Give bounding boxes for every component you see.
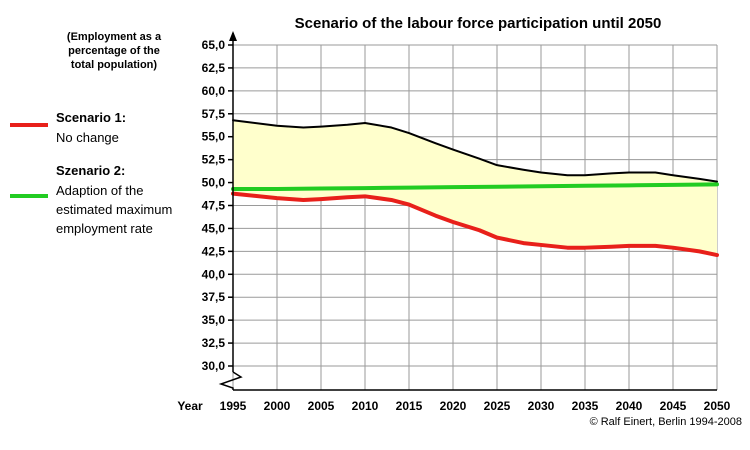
unit-note-line: total population) [70,59,158,71]
legend-label: Scenario 1: [56,110,127,125]
x-tick-label: 2030 [528,399,555,413]
y-tick-label: 35,0 [202,313,226,327]
x-tick-label: 2010 [352,399,379,413]
y-tick-label: 40,0 [202,267,226,281]
x-tick-label: 2040 [616,399,643,413]
x-tick-label: 1995 [220,399,247,413]
y-tick-label: 62,5 [202,61,226,75]
copyright: © Ralf Einert, Berlin 1994-2008 [589,416,742,428]
x-tick-label: 2045 [660,399,687,413]
y-tick-label: 37,5 [202,290,226,304]
y-tick-label: 57,5 [202,107,226,121]
y-tick-label: 60,0 [202,84,226,98]
upper-bound-line [232,119,718,183]
axis-break [218,371,243,390]
x-tick-label: 2005 [308,399,335,413]
chart-title: Scenario of the labour force participati… [295,15,662,32]
x-axis-label: Year [177,399,203,413]
y-tick-label: 45,0 [202,221,226,235]
x-tick-label: 2015 [396,399,423,413]
legend-description: No change [56,130,119,145]
axes [218,31,717,391]
y-tick-label: 42,5 [202,244,226,258]
x-tick-label: 2035 [572,399,599,413]
legend-swatch-red [10,123,48,127]
y-tick-labels: 30,0 32,5 35,0 37,5 40,0 42,5 45,0 47,5 50,0 52,5… [202,38,226,373]
x-tick-label: 2050 [704,399,731,413]
x-tick-label: 2000 [264,399,291,413]
y-tick-label: 30,0 [202,359,226,373]
y-unit-note: (Employment as a percentage of the total… [54,30,174,72]
legend-description: Adaption of the [56,183,144,198]
y-tick-label: 50,0 [202,176,226,190]
legend-description: employment rate [56,221,153,236]
y-axis-arrow [229,31,237,41]
unit-note-line: percentage of the [68,45,160,57]
legend-swatch-green [10,194,48,198]
x-tick-label: 2025 [484,399,511,413]
x-tick-labels: 1995 2000 2005 2010 2015 2020 2025 2030 2035 2040… [220,399,731,413]
unit-note-line: (Employment as a [66,31,162,43]
y-tick-label: 52,5 [202,153,226,167]
legend-label: Szenario 2: [56,163,126,178]
y-tick-label: 32,5 [202,336,226,350]
scenario-2-line [231,182,719,191]
y-tick-label: 55,0 [202,130,226,144]
legend-description: estimated maximum [56,202,173,217]
y-tick-label: 65,0 [202,38,226,52]
series-lines [231,119,719,258]
x-tick-label: 2020 [440,399,467,413]
y-tick-label: 47,5 [202,199,226,213]
scenario-1-line [231,191,719,258]
